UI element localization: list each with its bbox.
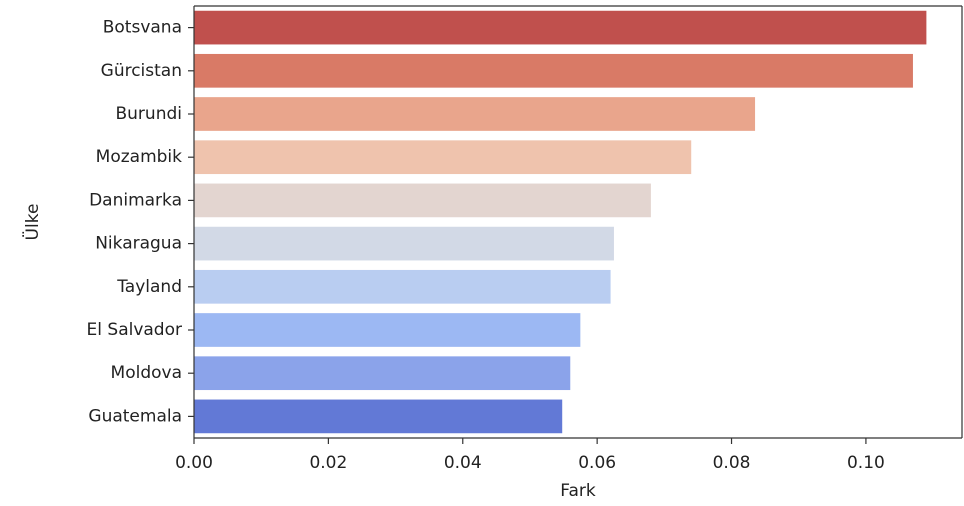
x-axis-label: Fark [560,481,596,501]
bar-guatemala [194,399,563,434]
y-tick-label: Nikaragua [95,234,182,254]
bar-danimarka [194,183,651,218]
axes-spines [193,5,963,439]
x-tick-label: 0.00 [175,453,213,473]
y-tick-label: Mozambik [96,147,182,167]
y-tick-label: Burundi [116,104,183,124]
y-tick-label: Moldova [111,363,182,383]
bar-botsvana [194,10,927,45]
y-tick-label: Gürcistan [101,61,182,81]
y-axis-label: Ülke [21,204,43,241]
y-tick-label: El Salvador [87,320,182,340]
bar-tayland [194,269,611,304]
x-tick-label: 0.08 [713,453,751,473]
x-tick-label: 0.10 [847,453,885,473]
x-ticks: 0.00 0.02 0.04 0.06 0.08 0.10 [175,438,885,473]
x-tick-label: 0.02 [309,453,347,473]
bar-mozambik [194,140,692,175]
x-tick-label: 0.04 [444,453,482,473]
bars-layer [194,10,927,434]
bar-nikaragua [194,226,614,261]
y-tick-label: Botsvana [103,18,182,38]
y-tick-label: Guatemala [88,406,182,426]
bar-burundi [194,97,756,131]
y-ticks: Botsvana Gürcistan Burundi Mozambik Danimark… [87,18,194,426]
y-tick-label: Danimarka [89,190,182,210]
bar-gürcistan [194,53,913,88]
bar-moldova [194,356,571,391]
y-tick-label: Tayland [116,277,182,297]
x-tick-label: 0.06 [578,453,616,473]
bar-el-salvador [194,313,581,347]
